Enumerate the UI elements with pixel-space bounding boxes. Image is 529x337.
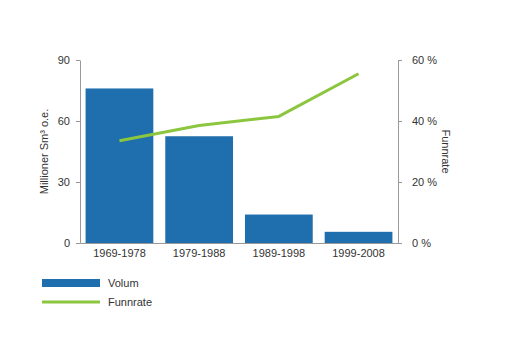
- axis-line: [398, 61, 399, 244]
- tick-label: 1979-1988: [173, 247, 226, 259]
- legend-item: Funnrate: [42, 296, 152, 308]
- tick: 1989-1998: [253, 243, 306, 259]
- plot-area: [86, 74, 393, 243]
- bar: [165, 136, 233, 243]
- tick-label: 90: [58, 54, 70, 66]
- y2-axis-title: Funnrate: [440, 129, 452, 173]
- tick-mark: [398, 182, 402, 183]
- tick-mark: [76, 243, 80, 244]
- chart: 0 30 60 90 0 % 20 % 40 % 60 % 1969-1978 1979-1988…: [0, 0, 529, 337]
- legend-label: Volum: [108, 277, 139, 289]
- x-axis: 1969-1978 1979-1988 1989-1998 1999-2008: [81, 243, 399, 259]
- y-axis: 0 30 60 90: [58, 54, 81, 249]
- axis-line: [81, 243, 399, 244]
- tick: 0 %: [398, 237, 431, 249]
- tick: 40 %: [398, 115, 437, 127]
- tick: 1999-2008: [332, 243, 385, 259]
- legend: Volum Funnrate: [42, 277, 152, 308]
- tick-mark: [76, 182, 80, 183]
- tick-mark: [398, 60, 402, 61]
- tick-label: 30: [58, 176, 70, 188]
- bar: [325, 232, 393, 243]
- tick-label: 0 %: [412, 237, 431, 249]
- tick-label: 20 %: [412, 176, 437, 188]
- tick: 1969-1978: [93, 243, 146, 259]
- tick: 30: [58, 176, 80, 188]
- legend-label: Funnrate: [108, 296, 152, 308]
- tick: 1979-1988: [173, 243, 226, 259]
- tick-label: 0: [64, 237, 70, 249]
- tick-mark: [398, 243, 402, 244]
- line: [119, 74, 358, 141]
- y2-axis: 0 % 20 % 40 % 60 %: [398, 54, 437, 249]
- tick-label: 1969-1978: [93, 247, 146, 259]
- tick-label: 60: [58, 115, 70, 127]
- axis-line: [80, 61, 81, 244]
- tick-label: 60 %: [412, 54, 437, 66]
- y-axis-title: Millioner Sm³ o.e.: [38, 109, 50, 195]
- tick: 90: [58, 54, 80, 66]
- tick: 60: [58, 115, 80, 127]
- bar: [245, 215, 313, 243]
- tick-mark: [76, 60, 80, 61]
- tick-label: 40 %: [412, 115, 437, 127]
- legend-item: Volum: [42, 277, 139, 289]
- tick-label: 1989-1998: [253, 247, 306, 259]
- tick-mark: [76, 121, 80, 122]
- tick: 0: [64, 237, 80, 249]
- bar: [86, 88, 154, 243]
- tick-label: 1999-2008: [332, 247, 385, 259]
- legend-swatch: [42, 301, 100, 304]
- tick: 20 %: [398, 176, 437, 188]
- tick: 60 %: [398, 54, 437, 66]
- tick-mark: [398, 121, 402, 122]
- legend-swatch: [42, 279, 100, 287]
